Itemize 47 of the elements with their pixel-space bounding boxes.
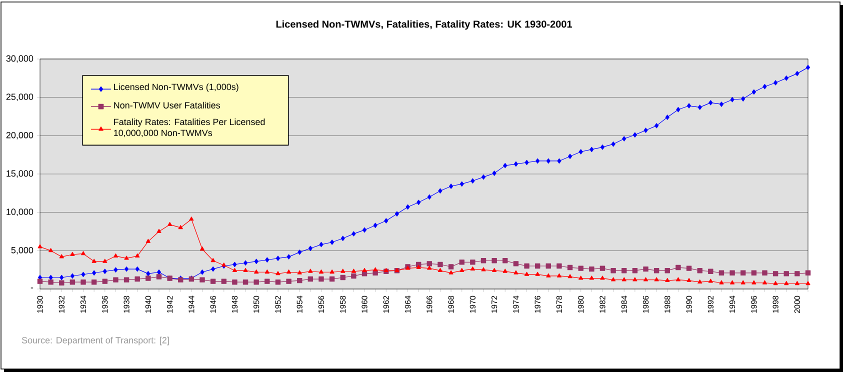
x-tick-label: 1994 bbox=[729, 296, 736, 313]
x-tick-label: 1984 bbox=[621, 296, 627, 313]
x-tick-label: 1982 bbox=[600, 296, 606, 313]
x-tick-label: 1998 bbox=[772, 296, 778, 313]
y-tick-label: 20,000 bbox=[6, 132, 34, 140]
x-tick-label: 2000 bbox=[794, 296, 800, 313]
x-tick-label: 1968 bbox=[448, 296, 454, 313]
x-tick-label: 1972 bbox=[491, 296, 498, 313]
x-tick-label: 1964 bbox=[404, 296, 411, 313]
y-tick-label: 30,000 bbox=[6, 55, 34, 63]
x-tick-label: 1932 bbox=[58, 296, 64, 313]
x-tick-label: 1942 bbox=[166, 296, 173, 313]
source-note: Source: Department of Transport: [2] bbox=[22, 336, 169, 346]
legend-label: Non-TWMV User Fatalities bbox=[114, 102, 220, 108]
x-tick-label: 1966 bbox=[426, 296, 432, 313]
x-tick-label: 1990 bbox=[686, 296, 692, 313]
x-tick-label: 1976 bbox=[534, 296, 540, 313]
y-tick-label: 25,000 bbox=[6, 94, 34, 102]
x-tick-label: 1934 bbox=[80, 296, 86, 313]
x-tick-label: 1940 bbox=[145, 296, 152, 313]
x-tick-label: 1956 bbox=[318, 296, 324, 313]
x-tick-label: 1978 bbox=[556, 296, 562, 313]
x-tick-label: 1970 bbox=[470, 296, 476, 313]
chart-title: Licensed Non-TWMVs, Fatalities, Fatality Rates: UK 1930-2001 bbox=[276, 20, 572, 30]
y-tick-label: 15,000 bbox=[6, 170, 34, 178]
x-tick-label: 1946 bbox=[210, 296, 216, 313]
x-tick-label: 1980 bbox=[578, 296, 584, 313]
x-tick-label: 1954 bbox=[296, 296, 302, 313]
x-tick-label: 1988 bbox=[664, 296, 670, 313]
y-tick-label: 5,000 bbox=[11, 246, 34, 254]
x-tick-label: 1962 bbox=[383, 296, 389, 313]
x-tick-label: 1992 bbox=[708, 296, 714, 313]
x-tick-label: 1974 bbox=[513, 296, 519, 313]
x-tick-label: 1944 bbox=[188, 296, 194, 313]
x-tick-label: 1936 bbox=[102, 296, 108, 313]
legend-label: Licensed Non-TWMVs (1,000s) bbox=[114, 83, 238, 92]
x-tick-label: 1952 bbox=[275, 296, 281, 313]
x-tick-label: 1986 bbox=[642, 296, 649, 313]
x-tick-label: 1996 bbox=[751, 296, 757, 313]
legend-label: Fatality Rates: Fatalities Per Licensed 10,000,000 Non-TWMVs bbox=[114, 118, 265, 138]
x-tick-label: 1960 bbox=[362, 296, 368, 313]
x-tick-label: 1958 bbox=[340, 296, 346, 313]
x-tick-label: 1948 bbox=[232, 296, 238, 313]
y-tick-label: 10,000 bbox=[6, 208, 34, 216]
x-tick-label: 1950 bbox=[254, 296, 260, 313]
x-tick-label: 1930 bbox=[37, 296, 43, 313]
x-tick-label: 1938 bbox=[124, 296, 130, 313]
